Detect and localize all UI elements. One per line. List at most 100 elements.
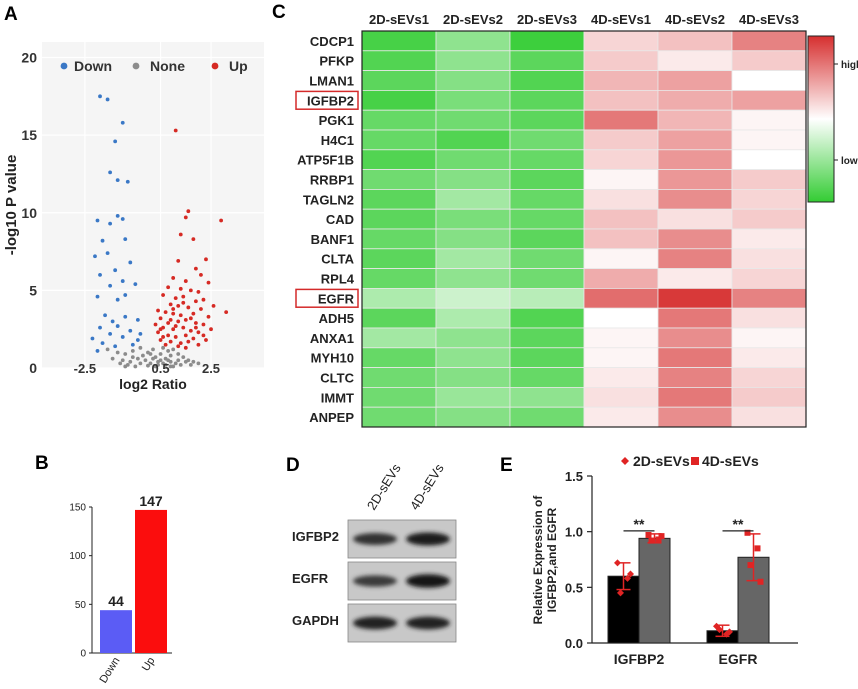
point-up: [168, 339, 173, 344]
heatmap-cell: [435, 208, 511, 230]
legend: Down None Up: [60, 58, 248, 74]
point-none: [183, 359, 188, 364]
plot-background: [42, 42, 264, 368]
point-down: [123, 293, 128, 297]
point-up: [176, 319, 181, 324]
error-bars: [616, 533, 761, 638]
point-none: [115, 350, 120, 355]
heatmap-cell: [657, 386, 733, 408]
heatmap-cell: [435, 367, 511, 388]
point-none: [181, 355, 186, 360]
row-label: PFKP: [319, 54, 354, 69]
heatmap-cell: [657, 129, 733, 151]
point-up: [183, 333, 188, 338]
heatmap-cell: [435, 287, 511, 309]
point-down: [113, 268, 118, 273]
y-tick-label: 0.0: [565, 636, 583, 651]
point-up: [166, 333, 171, 338]
heatmap-cell: [435, 406, 511, 428]
point-down: [120, 217, 125, 221]
heatmap-cell: [435, 386, 511, 408]
row-label: LMAN1: [309, 74, 354, 89]
point-none: [133, 364, 138, 369]
point-none: [191, 359, 196, 364]
row-label: CLTA: [321, 252, 354, 267]
heatmap-cell: [731, 188, 807, 210]
y-tick-label: 10: [21, 205, 37, 221]
heatmap-cell: [435, 347, 511, 368]
point-up: [201, 322, 206, 327]
heatmap-cell: [509, 50, 585, 71]
point-none: [161, 345, 165, 350]
point-none: [123, 364, 128, 369]
point-up: [196, 290, 201, 294]
point-down: [123, 237, 128, 242]
bar-up: [135, 509, 167, 653]
heatmap-cell: [583, 208, 659, 230]
x-axis-labels: IGFBP2 EGFR: [614, 651, 758, 667]
row-label: EGFR: [318, 291, 355, 306]
point-down: [103, 313, 107, 318]
heatmap-cell: [583, 347, 659, 368]
y-axis-label-line-2: IGFBP2,and EGFR: [545, 507, 559, 612]
point-down: [98, 272, 102, 277]
heatmap-cell: [657, 188, 733, 210]
heatmap-cell: [435, 248, 511, 270]
point-none: [148, 352, 153, 356]
point-up: [183, 317, 188, 322]
column-header: 2D-sEVs2: [443, 12, 503, 27]
point-up: [178, 341, 183, 346]
point-down: [90, 336, 95, 341]
point-down: [133, 282, 138, 287]
heatmap-cell: [435, 50, 511, 71]
point-up: [161, 335, 165, 339]
point-up: [178, 286, 183, 291]
heatmap-cell: [435, 169, 511, 190]
point-down: [95, 349, 100, 353]
point-down: [120, 120, 125, 125]
column-header: 4D-sEVs1: [591, 12, 651, 27]
point-up: [166, 321, 171, 325]
data-point: [726, 628, 733, 636]
grid: [42, 42, 264, 369]
heatmap-cell: [509, 228, 585, 250]
point-up: [211, 304, 216, 308]
heatmap-cell: [361, 188, 437, 210]
panel-label-a: A: [4, 4, 18, 25]
point-up: [206, 280, 211, 285]
heatmap-cell: [657, 268, 733, 289]
heatmap-cell: [583, 307, 659, 329]
heatmap-cell: [583, 90, 659, 111]
x-tick-label: Up: [140, 655, 158, 673]
point-down: [95, 294, 100, 299]
row-label: BANF1: [311, 232, 354, 247]
heatmap-cell: [361, 386, 437, 408]
point-up: [188, 288, 193, 293]
point-none: [163, 362, 168, 367]
point-down: [115, 178, 120, 183]
blot-band: [353, 616, 397, 630]
heatmap-cell: [731, 406, 807, 428]
data-point: [757, 578, 764, 585]
point-none: [135, 356, 140, 361]
point-none: [148, 361, 153, 366]
row-label: CAD: [326, 212, 354, 227]
heatmap-cell: [361, 70, 437, 91]
point-down: [108, 170, 113, 175]
bars: 44 147: [100, 493, 167, 653]
heatmap-cell: [731, 50, 807, 71]
point-up: [166, 285, 171, 290]
heatmap-cell: [509, 327, 585, 349]
point-up: [163, 310, 168, 315]
bar-down: [100, 610, 132, 653]
point-up: [158, 316, 163, 321]
point-up: [191, 311, 196, 316]
row-label: TAGLN2: [303, 192, 354, 207]
point-down: [95, 218, 100, 223]
data-point: [648, 537, 655, 544]
point-down: [120, 335, 125, 339]
heatmap-cell: [361, 347, 437, 368]
point-none: [166, 349, 171, 353]
western-blot: 2D-sEVs 4D-sEVs IGFBP2 EGFR GAPDH: [292, 461, 457, 643]
heatmap-cell: [731, 70, 807, 91]
